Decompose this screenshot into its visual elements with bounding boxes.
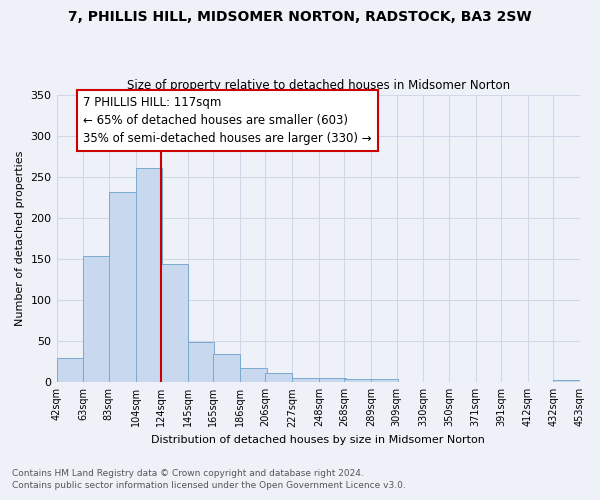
Y-axis label: Number of detached properties: Number of detached properties: [15, 150, 25, 326]
Bar: [344, 379, 371, 382]
Bar: [109, 192, 136, 382]
Bar: [83, 256, 110, 382]
X-axis label: Distribution of detached houses by size in Midsomer Norton: Distribution of detached houses by size …: [151, 435, 485, 445]
Text: 7, PHILLIS HILL, MIDSOMER NORTON, RADSTOCK, BA3 2SW: 7, PHILLIS HILL, MIDSOMER NORTON, RADSTO…: [68, 10, 532, 24]
Bar: [371, 379, 398, 382]
Title: Size of property relative to detached houses in Midsomer Norton: Size of property relative to detached ho…: [127, 79, 510, 92]
Text: Contains HM Land Registry data © Crown copyright and database right 2024.
Contai: Contains HM Land Registry data © Crown c…: [12, 468, 406, 490]
Bar: [265, 374, 292, 382]
Bar: [161, 264, 188, 382]
Bar: [292, 378, 319, 382]
Bar: [240, 368, 266, 382]
Bar: [213, 354, 240, 382]
Bar: [56, 358, 83, 382]
Bar: [553, 380, 580, 382]
Bar: [319, 378, 346, 382]
Bar: [136, 168, 162, 382]
Text: 7 PHILLIS HILL: 117sqm
← 65% of detached houses are smaller (603)
35% of semi-de: 7 PHILLIS HILL: 117sqm ← 65% of detached…: [83, 96, 372, 145]
Bar: [188, 342, 214, 382]
